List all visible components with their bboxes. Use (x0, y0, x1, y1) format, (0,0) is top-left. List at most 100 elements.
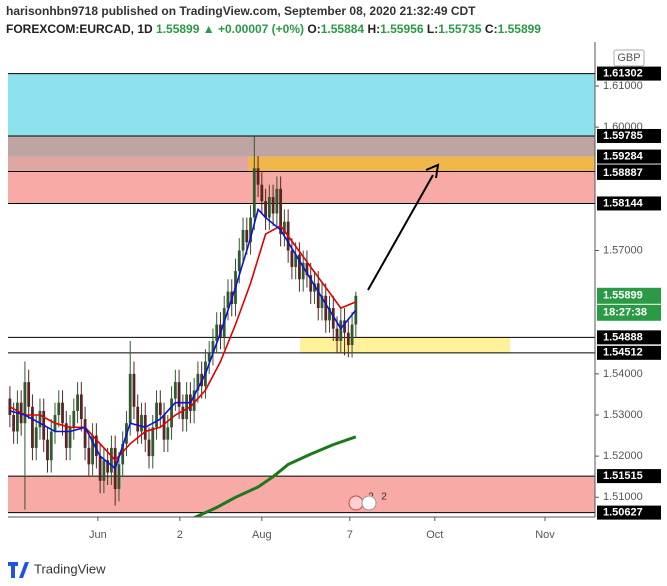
candle-body (271, 197, 275, 214)
ohlc-value: 1.55735 (438, 22, 482, 36)
x-tick-label: 7 (347, 529, 353, 541)
candle-body (260, 184, 264, 202)
candle-body (132, 373, 136, 407)
zone (8, 135, 595, 157)
ohlc-label: O: (307, 22, 320, 36)
candle-body (110, 447, 113, 473)
candle-body (76, 394, 79, 411)
candle-body (252, 168, 256, 218)
candle-body (309, 275, 313, 292)
y-tick-label: 1.51000 (603, 491, 643, 503)
candle-body (249, 217, 252, 243)
level-label: 1.58144 (603, 197, 644, 209)
candle-body (162, 415, 166, 440)
logo-mark (8, 562, 29, 578)
candle-body (346, 332, 350, 346)
zone (248, 156, 595, 172)
candle-body (215, 324, 219, 341)
candle-body (16, 402, 19, 432)
x-tick-label: Aug (252, 529, 272, 541)
candle-body (339, 320, 343, 341)
candle-body (192, 390, 196, 411)
event-badge (348, 495, 364, 511)
y-tick-label: 1.61000 (603, 80, 643, 92)
candle-body (68, 427, 72, 448)
level-label-bg (597, 196, 661, 211)
level-label: 1.61302 (603, 67, 643, 79)
level-label: 1.58887 (603, 167, 643, 179)
legend-line: FOREXCOM:EURCAD, 1D 1.55899 ▲ +0.00007 (… (6, 22, 541, 36)
candle-body (79, 394, 83, 420)
y-tick-label: 1.57000 (603, 244, 643, 256)
candle-body (23, 382, 27, 424)
candle-body (61, 402, 64, 424)
candle-body (207, 353, 211, 362)
level-label-bg (597, 469, 661, 484)
candle-body (211, 340, 215, 354)
zone (8, 73, 595, 136)
candle-body (38, 410, 42, 428)
candle-body (170, 398, 173, 428)
candle-body (298, 254, 301, 280)
countdown-bg (597, 304, 661, 321)
candle-body (158, 402, 162, 416)
level-label: 1.59785 (603, 130, 643, 142)
zone (300, 337, 510, 353)
candle-body (324, 295, 328, 321)
candle-body (328, 308, 331, 321)
level-label-bg (597, 505, 661, 520)
candle-body (241, 229, 245, 251)
candle-body (57, 402, 61, 416)
marks (8, 136, 358, 517)
level-label: 1.54888 (603, 331, 643, 343)
level-label: 1.54512 (603, 347, 643, 359)
candle-body (98, 456, 102, 481)
ohlc-value: 1.55956 (380, 22, 424, 36)
symbol: FOREXCOM:EURCAD, 1D (6, 22, 153, 36)
candle-body (294, 254, 298, 267)
moving-average (9, 224, 357, 462)
candle-body (320, 295, 324, 309)
candle-body (121, 443, 125, 465)
x-tick-label: Jun (89, 529, 107, 541)
candle-body (313, 283, 316, 292)
last-price-bg (597, 287, 661, 304)
candle-body (350, 324, 354, 346)
candle-body (83, 419, 87, 448)
level-label-bg (597, 149, 661, 164)
candle-body (196, 373, 200, 391)
publisher: harisonhbn9718 published on TradingView.… (6, 4, 476, 18)
moving-average (9, 207, 357, 470)
candle-body (166, 427, 170, 440)
candle-body (94, 435, 98, 457)
candle-body (117, 464, 121, 490)
candle-body (185, 394, 189, 420)
level-label: 1.59284 (603, 150, 644, 162)
level-label-bg (597, 66, 661, 81)
candle-body (8, 398, 12, 416)
zone (8, 171, 595, 204)
y-tick-label: 1.53000 (603, 409, 643, 421)
level-label: 1.50627 (603, 507, 643, 519)
candle-body (343, 320, 346, 333)
brand: TradingView (34, 561, 106, 576)
candle-body (256, 168, 260, 185)
ohlc-value: 1.55884 (321, 22, 365, 36)
event-badge (361, 495, 377, 511)
candle-body (46, 439, 49, 461)
candle-body (301, 262, 305, 280)
candle-body (34, 427, 38, 448)
y-tick-label: 1.54000 (603, 368, 643, 380)
arrow-head (425, 163, 440, 179)
candle-body (12, 415, 16, 432)
candle-body (267, 197, 271, 218)
candle-body (136, 406, 140, 432)
level-label-bg (597, 165, 661, 180)
price: 1.55899 (156, 22, 200, 36)
arrow (367, 174, 434, 291)
candle-body (72, 410, 76, 428)
currency-box (613, 49, 645, 67)
candle-body (331, 308, 335, 329)
candle-body (275, 188, 279, 214)
